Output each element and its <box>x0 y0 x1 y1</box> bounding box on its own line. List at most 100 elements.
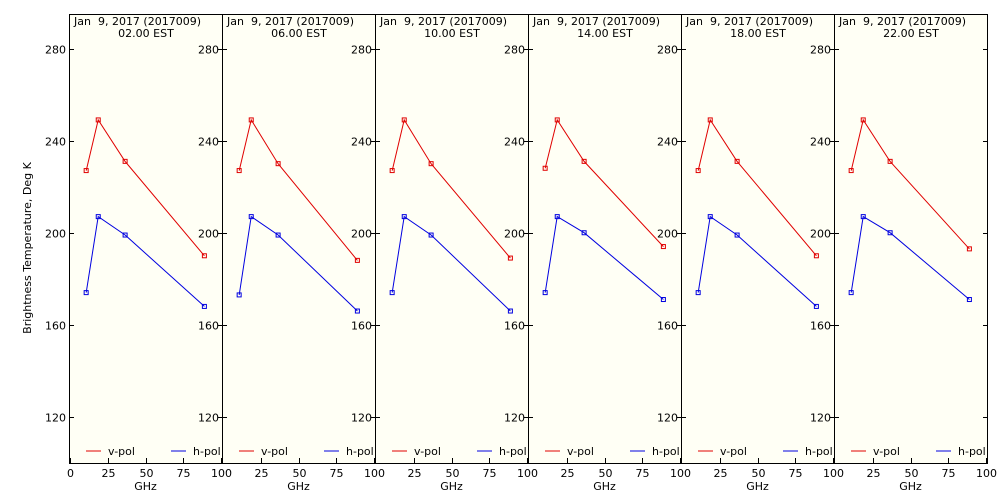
x-axis-label: GHz <box>287 480 310 493</box>
x-tick-label: 25 <box>408 467 422 480</box>
legend-label-v-pol: v-pol <box>261 445 288 458</box>
x-tick-label: 25 <box>255 467 269 480</box>
x-tick-label: 75 <box>177 467 191 480</box>
data-point-h-pol <box>887 230 893 236</box>
x-tick-label: 50 <box>599 467 613 480</box>
data-point-v-pol <box>707 117 713 123</box>
data-point-h-pol <box>695 290 701 296</box>
panel-6: Jan 9, 2017 (2017009)22.00 EST 120 160 200 2… <box>810 14 997 493</box>
data-point-v-pol <box>813 253 819 259</box>
data-point-v-pol <box>248 117 254 123</box>
plot-area <box>834 14 987 463</box>
data-point-h-pol <box>83 290 89 296</box>
y-tick-label: 120 <box>504 412 525 425</box>
data-point-h-pol <box>236 292 242 298</box>
data-point-v-pol <box>122 158 128 164</box>
data-point-v-pol <box>581 158 587 164</box>
legend-label-v-pol: v-pol <box>414 445 441 458</box>
legend-label-h-pol: h-pol <box>652 445 680 458</box>
data-point-v-pol <box>507 255 513 261</box>
panel-subtitle: 14.00 EST <box>577 27 633 40</box>
data-point-h-pol <box>389 290 395 296</box>
y-tick-label: 240 <box>351 136 372 149</box>
x-axis-label: GHz <box>899 480 922 493</box>
data-point-v-pol <box>389 168 395 174</box>
data-point-h-pol <box>354 308 360 314</box>
x-tick-label: 100 <box>670 467 691 480</box>
panel-title: Jan 9, 2017 (2017009) <box>685 15 813 28</box>
legend-label-h-pol: h-pol <box>805 445 833 458</box>
x-tick-label: 100 <box>823 467 844 480</box>
y-tick-label: 200 <box>504 228 525 241</box>
panel-subtitle: 10.00 EST <box>424 27 480 40</box>
x-tick-label: 25 <box>102 467 116 480</box>
data-point-h-pol <box>507 308 513 314</box>
data-point-h-pol <box>813 303 819 309</box>
x-axis-label: GHz <box>134 480 157 493</box>
x-tick-label: 100 <box>517 467 538 480</box>
data-point-v-pol <box>887 158 893 164</box>
panel-3: Jan 9, 2017 (2017009)10.00 EST 120 160 200 2… <box>351 14 538 493</box>
legend-label-h-pol: h-pol <box>346 445 374 458</box>
y-tick-label: 280 <box>657 44 678 57</box>
panels: Jan 9, 2017 (2017009)02.00 EST1201602002… <box>45 14 997 493</box>
y-tick-label: 240 <box>45 136 66 149</box>
legend-label-v-pol: v-pol <box>108 445 135 458</box>
y-tick-label: 120 <box>45 412 66 425</box>
y-tick-label: 240 <box>198 136 219 149</box>
x-tick-label: 100 <box>364 467 385 480</box>
x-axis-label: GHz <box>746 480 769 493</box>
data-point-v-pol <box>542 165 548 171</box>
data-point-v-pol <box>236 168 242 174</box>
data-point-h-pol <box>660 297 666 303</box>
data-point-v-pol <box>354 257 360 263</box>
x-tick-label: 50 <box>140 467 154 480</box>
data-point-h-pol <box>401 214 407 220</box>
legend-label-h-pol: h-pol <box>499 445 527 458</box>
data-point-h-pol <box>707 214 713 220</box>
panel-title: Jan 9, 2017 (2017009) <box>838 15 966 28</box>
data-point-h-pol <box>542 290 548 296</box>
y-tick-label: 280 <box>810 44 831 57</box>
series-line-h-pol <box>85 215 205 307</box>
x-tick-label: 0 <box>67 467 74 480</box>
data-point-v-pol <box>860 117 866 123</box>
x-tick-label: 75 <box>942 467 956 480</box>
x-tick-label: 25 <box>867 467 881 480</box>
legend-label-v-pol: v-pol <box>567 445 594 458</box>
panel-subtitle: 06.00 EST <box>271 27 327 40</box>
y-tick-label: 120 <box>198 412 219 425</box>
x-tick-label: 50 <box>752 467 766 480</box>
series-line-v-pol <box>238 118 358 261</box>
legend-label-v-pol: v-pol <box>720 445 747 458</box>
series-line-v-pol <box>85 118 205 257</box>
y-tick-label: 200 <box>351 228 372 241</box>
panel-title: Jan 9, 2017 (2017009) <box>73 15 201 28</box>
data-point-h-pol <box>275 232 281 238</box>
data-point-h-pol <box>581 230 587 236</box>
data-point-h-pol <box>734 232 740 238</box>
data-point-v-pol <box>95 117 101 123</box>
series-line-v-pol <box>544 118 664 247</box>
data-point-h-pol <box>554 214 560 220</box>
x-tick-label: 25 <box>714 467 728 480</box>
panel-5: Jan 9, 2017 (2017009)18.00 EST 120 160 200 2… <box>657 14 844 493</box>
series-line-h-pol <box>238 215 358 312</box>
y-tick-label: 200 <box>45 228 66 241</box>
data-point-v-pol <box>966 246 972 252</box>
series-line-h-pol <box>850 215 970 300</box>
data-point-h-pol <box>248 214 254 220</box>
y-tick-label: 200 <box>198 228 219 241</box>
series-line-v-pol <box>391 118 511 259</box>
x-tick-label: 75 <box>789 467 803 480</box>
panel-subtitle: 02.00 EST <box>118 27 174 40</box>
y-axis-label: Brightness Temperature, Deg K <box>21 161 34 333</box>
series-line-h-pol <box>697 215 817 307</box>
x-tick-label: 50 <box>905 467 919 480</box>
x-axis-label: GHz <box>593 480 616 493</box>
data-point-v-pol <box>660 244 666 250</box>
data-point-v-pol <box>275 161 281 167</box>
y-tick-label: 120 <box>810 412 831 425</box>
data-point-h-pol <box>201 303 207 309</box>
